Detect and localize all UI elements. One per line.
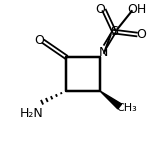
Polygon shape — [100, 91, 122, 109]
Text: CH₃: CH₃ — [116, 103, 137, 113]
Text: O: O — [136, 28, 146, 41]
Text: O: O — [34, 34, 44, 47]
Text: N: N — [99, 46, 108, 59]
Text: O: O — [96, 2, 106, 15]
Text: OH: OH — [128, 2, 147, 15]
Text: H₂N: H₂N — [20, 107, 43, 120]
Text: S: S — [110, 25, 118, 38]
